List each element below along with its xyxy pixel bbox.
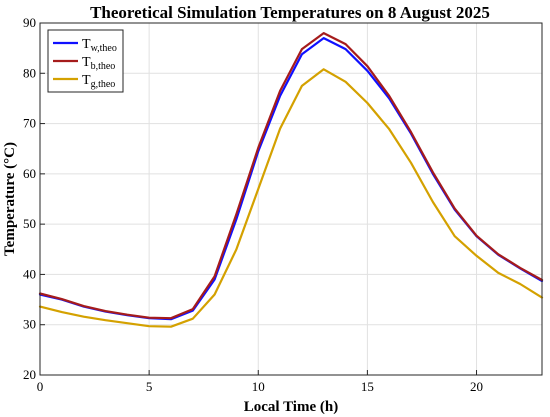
plot-frame bbox=[39, 22, 543, 376]
x-tick-label: 10 bbox=[252, 379, 265, 394]
y-tick-label: 30 bbox=[23, 317, 36, 332]
x-tick-label: 15 bbox=[361, 379, 374, 394]
x-axis-label: Local Time (h) bbox=[244, 399, 338, 415]
legend-entry: Tg,theo bbox=[82, 73, 115, 90]
chart-title: Theoretical Simulation Temperatures on 8… bbox=[90, 3, 490, 22]
series-line-g-theo bbox=[38, 68, 544, 328]
y-axis-label: Temperature (°C) bbox=[2, 142, 18, 256]
y-tick-label: 80 bbox=[23, 65, 36, 80]
y-tick-label: 70 bbox=[23, 116, 36, 131]
series-lines bbox=[38, 31, 544, 328]
y-tick-label: 40 bbox=[23, 266, 36, 281]
y-tick-label: 60 bbox=[23, 166, 36, 181]
series-line-b-theo bbox=[38, 31, 544, 320]
legend-entry: Tb,theo bbox=[82, 55, 115, 72]
tick-labels: 0 5 10 15 20 20 30 40 50 60 70 80 90 bbox=[23, 15, 483, 394]
x-tick-label: 0 bbox=[37, 379, 44, 394]
x-tick-label: 5 bbox=[146, 379, 153, 394]
x-tick-label: 20 bbox=[470, 379, 483, 394]
legend-entry: Tw,theo bbox=[82, 37, 117, 54]
y-tick-label: 90 bbox=[23, 15, 36, 30]
y-tick-label: 20 bbox=[23, 367, 36, 382]
y-tick-label: 50 bbox=[23, 216, 36, 231]
